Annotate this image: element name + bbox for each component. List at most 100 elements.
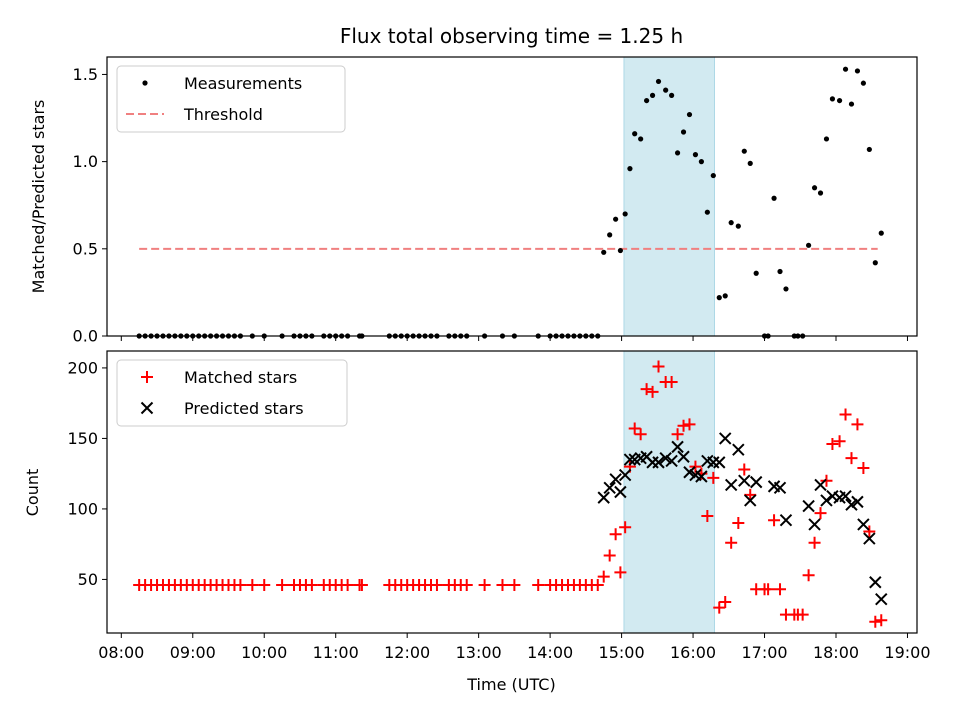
top-y-tick-label: 0.0 — [73, 327, 98, 346]
top-data-point — [698, 159, 704, 165]
bottom-data-point — [532, 579, 545, 592]
top-data-point — [823, 136, 830, 142]
bottom-data-point — [808, 518, 821, 531]
bottom-data-point — [665, 376, 678, 389]
top-data-point — [704, 209, 710, 215]
bottom-data-point — [839, 408, 852, 421]
top-legend-label: Threshold — [183, 105, 263, 124]
top-data-point — [866, 146, 872, 153]
bottom-data-point — [802, 569, 815, 582]
bottom-data-point — [701, 509, 714, 522]
bottom-data-point — [614, 485, 627, 499]
bottom-data-point — [802, 499, 815, 513]
bottom-data-point — [609, 473, 622, 486]
bottom-data-point — [508, 579, 521, 592]
top-data-point — [644, 97, 650, 104]
top-data-point — [777, 268, 783, 275]
bottom-data-point — [738, 463, 751, 476]
bottom-data-point — [646, 385, 659, 398]
top-data-point — [878, 230, 884, 236]
bottom-data-point — [683, 466, 696, 479]
bottom-data-point — [863, 532, 876, 545]
bottom-data-point — [619, 521, 632, 534]
bottom-data-point — [652, 456, 665, 469]
bottom-data-point — [634, 428, 647, 441]
bottom-data-point — [614, 566, 627, 579]
top-data-point — [811, 185, 818, 191]
top-data-point — [680, 129, 687, 135]
bottom-data-point — [683, 418, 696, 431]
bottom-data-point — [460, 579, 473, 592]
bottom-x-tick-label: 08:00 — [98, 643, 144, 662]
bottom-data-point — [677, 450, 690, 463]
bottom-x-tick-label: 16:00 — [670, 643, 716, 662]
bottom-y-tick-label: 50 — [78, 570, 98, 589]
bottom-x-tick-label: 10:00 — [241, 643, 287, 662]
top-data-point — [722, 293, 728, 299]
bottom-data-point — [671, 440, 684, 454]
bottom-data-point — [234, 579, 247, 592]
top-legend-marker — [142, 80, 148, 86]
bottom-data-point — [808, 536, 821, 549]
top-data-point — [836, 97, 843, 104]
top-data-point — [716, 295, 722, 301]
top-data-point — [783, 286, 789, 292]
bottom-data-point — [839, 490, 852, 503]
top-data-point — [860, 80, 866, 86]
top-data-point — [632, 131, 638, 137]
top-data-point — [674, 150, 681, 156]
top-legend-box — [116, 65, 346, 133]
bottom-x-tick-label: 17:00 — [741, 643, 787, 662]
bottom-series-0 — [133, 360, 888, 628]
bottom-data-point — [857, 518, 870, 531]
top-data-point — [613, 216, 619, 222]
bottom-data-point — [689, 460, 702, 473]
top-series-0 — [136, 66, 884, 339]
bottom-y-tick-label: 150 — [67, 429, 98, 448]
bottom-data-point — [738, 474, 751, 487]
top-data-point — [848, 101, 855, 107]
bottom-data-point — [652, 360, 665, 373]
top-y-tick-label: 1.5 — [73, 65, 98, 84]
top-data-point — [854, 68, 861, 74]
bottom-legend: Matched stars Predicted stars — [116, 359, 348, 427]
bottom-x-tick-label: 09:00 — [170, 643, 216, 662]
top-data-point — [607, 232, 613, 238]
bottom-data-point — [695, 470, 708, 483]
bottom-data-point — [869, 576, 882, 589]
bottom-data-point — [744, 488, 757, 501]
bottom-legend-label: Matched stars — [184, 368, 297, 387]
bottom-y-tick-label: 100 — [67, 499, 98, 518]
bottom-y-axis-label: Count — [23, 469, 42, 517]
bottom-data-point — [732, 443, 745, 456]
bottom-x-tick-label: 11:00 — [313, 643, 359, 662]
bottom-data-point — [640, 383, 653, 396]
top-data-point — [638, 136, 644, 142]
bottom-x-tick-label: 18:00 — [813, 643, 859, 662]
top-data-point — [617, 247, 623, 254]
bottom-x-tick-label: 15:00 — [599, 643, 645, 662]
bottom-y-tick-label: 200 — [67, 358, 98, 377]
top-data-point — [627, 166, 633, 172]
bottom-data-point — [768, 514, 781, 527]
bottom-data-point — [719, 595, 732, 608]
bottom-data-point — [820, 474, 833, 487]
bottom-data-point — [779, 513, 793, 527]
bottom-data-point — [591, 579, 604, 592]
bottom-legend-box — [116, 359, 348, 427]
top-data-point — [669, 92, 675, 98]
top-y-tick-label: 1.0 — [73, 152, 98, 171]
bottom-data-point — [814, 507, 827, 520]
top-data-point — [622, 211, 628, 217]
top-data-point — [842, 66, 849, 72]
bottom-data-point — [724, 478, 738, 492]
bottom-data-point — [618, 468, 632, 482]
bottom-data-point — [659, 451, 672, 465]
top-data-point — [649, 92, 656, 98]
bottom-data-point — [796, 608, 809, 621]
x-axis-label: Time (UTC) — [466, 675, 555, 694]
bottom-data-point — [875, 614, 888, 627]
top-data-point — [753, 270, 759, 276]
bottom-data-point — [851, 418, 864, 431]
